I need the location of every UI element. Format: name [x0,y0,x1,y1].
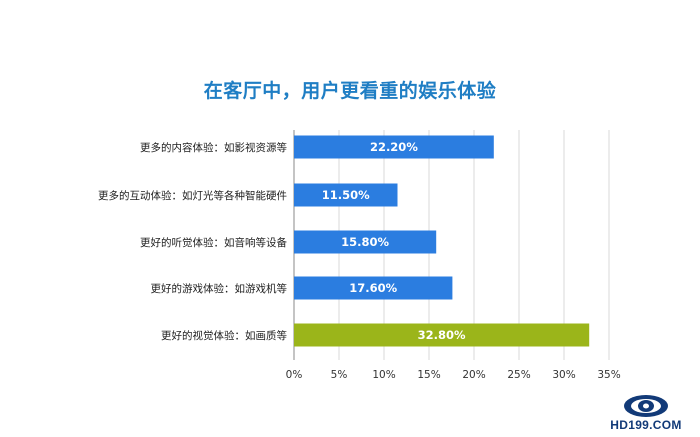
x-tick-label: 0% [286,369,303,381]
data-label: 15.80% [341,235,389,249]
watermark-logo: HD199.COM [596,393,696,433]
bar [294,323,590,347]
data-label: 11.50% [322,188,370,202]
data-label: 17.60% [349,281,397,295]
category-label: 更多的内容体验：如影视资源等 [140,141,287,154]
x-tick-label: 10% [372,369,395,381]
bar [294,183,398,207]
data-label: 22.20% [370,140,418,154]
category-label: 更好的听觉体验：如音响等设备 [140,236,287,249]
x-tick-label: 20% [462,369,485,381]
x-tick-label: 15% [417,369,440,381]
eye-logo-icon [624,395,668,417]
x-tick-label: 5% [331,369,348,381]
x-tick-label: 30% [552,369,575,381]
x-tick-label: 35% [597,369,620,381]
category-label: 更好的游戏体验：如游戏机等 [151,282,288,295]
category-label: 更多的互动体验：如灯光等各种智能硬件 [98,189,287,202]
labels: 0% 5% 10% 15% 20% 25% 30% 35% 22.20% 更多的内容体验：如影视资… [98,140,621,381]
bars [294,135,590,347]
bar [294,276,453,300]
chart-title: 在客厅中，用户更看重的娱乐体验 [203,80,497,102]
x-tick-label: 25% [507,369,530,381]
bar [294,230,437,254]
bar [294,135,494,159]
data-label: 32.80% [418,328,466,342]
watermark-text: HD199.COM [610,418,682,432]
category-label: 更好的视觉体验：如画质等 [161,329,287,342]
